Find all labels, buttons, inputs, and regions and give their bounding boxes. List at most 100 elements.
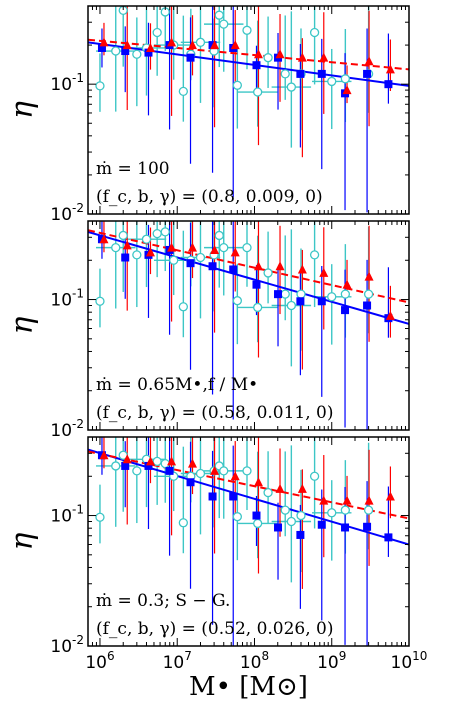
cyan-circle-point: [363, 505, 374, 515]
blue-square-point: [186, 259, 195, 268]
cyan-circle-point: [327, 292, 337, 302]
cyan-circle-point: [214, 10, 224, 20]
red-triangle-point: [297, 264, 307, 274]
red-triangle-point: [167, 242, 177, 252]
x-tick-label-base: 10: [317, 653, 339, 673]
blue-square-point: [296, 297, 305, 306]
cyan-circle-point: [178, 302, 188, 312]
cyan-circle-point: [263, 487, 273, 498]
cyan-circle-point: [195, 37, 206, 47]
cyan-circle-point: [242, 466, 252, 476]
cyan-circle-point: [152, 456, 162, 467]
blue-square-point: [208, 262, 217, 271]
panel-frame: [87, 5, 410, 215]
blue-square-point: [274, 523, 283, 532]
cyan-circle-point: [286, 300, 296, 311]
blue-square-point: [296, 530, 305, 539]
red-triangle-point: [275, 49, 285, 59]
cyan-circle-point: [95, 81, 105, 91]
blue-square-point: [317, 69, 326, 78]
blue-square-point: [252, 280, 261, 289]
red-triangle-point: [122, 454, 132, 464]
blue-square-point: [144, 461, 153, 470]
red-triangle-point: [167, 456, 177, 466]
annotation-params: (f_c, b, γ) = (0.58, 0.011, 0): [96, 403, 334, 423]
red-triangle-point: [210, 244, 220, 254]
red-triangle-point: [275, 261, 285, 271]
cyan-circle-point: [296, 289, 306, 299]
cyan-circle-point: [242, 242, 252, 253]
cyan-circle-point: [152, 228, 162, 239]
cyan-circle-point: [340, 505, 350, 515]
cyan-circle-point: [219, 242, 229, 253]
red-triangle-point: [99, 234, 109, 244]
cyan-circle-point: [195, 252, 206, 263]
x-tick-label-base: 10: [391, 653, 413, 673]
red-triangle-point: [385, 310, 395, 320]
y-tick-label-exp: -2: [72, 633, 84, 647]
blue-square-point: [296, 69, 305, 78]
red-triangle-point: [210, 40, 220, 50]
cyan-circle-point: [309, 471, 320, 481]
red-triangle-point: [253, 261, 263, 271]
red-triangle-point: [275, 483, 285, 493]
y-axis-label: η: [5, 316, 40, 334]
blue-square-point: [274, 290, 283, 299]
red-triangle-point: [319, 52, 329, 62]
blue-square-point: [341, 523, 350, 532]
red-triangle-point: [99, 450, 109, 460]
x-tick-label-base: 10: [240, 653, 262, 673]
red-triangle-point: [122, 40, 132, 50]
red-triangle-point: [385, 64, 395, 74]
red-triangle-point: [297, 483, 307, 493]
x-tick-label: 108: [240, 649, 269, 673]
red-triangle-point: [145, 247, 155, 257]
y-axis-label: η: [5, 532, 40, 550]
cyan-circle-point: [263, 268, 273, 278]
cyan-circle-point: [363, 289, 374, 299]
panel-2: 10-110-2ηṁ = 0.65M•,f / M•(f_c, b, γ) = …: [5, 220, 410, 441]
red-triangle-point: [122, 240, 132, 250]
x-tick-label-base: 10: [163, 653, 185, 673]
plot-area: [88, 221, 409, 430]
red-triangle-point: [188, 242, 198, 252]
panel-frame: [87, 220, 410, 431]
red-triangle-point: [319, 267, 329, 277]
cyan-circle-point: [95, 512, 105, 522]
cyan-circle-point: [132, 466, 142, 476]
x-tick-label-exp: 6: [107, 649, 115, 663]
red-triangle-point: [230, 471, 240, 481]
red-triangle-point: [188, 40, 198, 50]
x-axis-label: M• [M⊙]: [189, 672, 308, 702]
annotation-params: (f_c, b, γ) = (0.52, 0.026, 0): [96, 619, 334, 639]
cyan-circle-point: [232, 80, 242, 90]
plot-area: [88, 6, 409, 213]
red-triangle-point: [364, 271, 374, 281]
x-tick-label: 106: [85, 649, 114, 673]
cyan-circle-point: [132, 49, 142, 59]
cyan-circle-point: [296, 510, 306, 521]
y-tick-label-exp: -2: [72, 417, 84, 431]
x-tick-label: 1010: [391, 649, 428, 673]
red-triangle-point: [342, 279, 352, 289]
cyan-circle-point: [118, 230, 128, 241]
blue-solid-fit-line: [88, 41, 409, 87]
cyan-circle-point: [95, 296, 105, 306]
blue-solid-fit-line: [88, 448, 409, 546]
blue-square-point: [121, 253, 130, 262]
cyan-circle-point: [160, 227, 170, 237]
red-triangle-point: [230, 247, 240, 257]
blue-square-point: [186, 478, 195, 487]
cyan-circle-point: [253, 518, 263, 529]
panel-frame: [87, 436, 410, 647]
cyan-circle-point: [309, 250, 320, 260]
cyan-circle-point: [232, 296, 242, 306]
cyan-circle-point: [169, 255, 179, 265]
blue-square-point: [384, 80, 393, 89]
red-triangle-point: [99, 37, 109, 47]
cyan-circle-point: [214, 230, 224, 241]
cyan-circle-point: [219, 466, 229, 476]
cyan-circle-point: [340, 74, 350, 84]
red-triangle-point: [364, 495, 374, 505]
